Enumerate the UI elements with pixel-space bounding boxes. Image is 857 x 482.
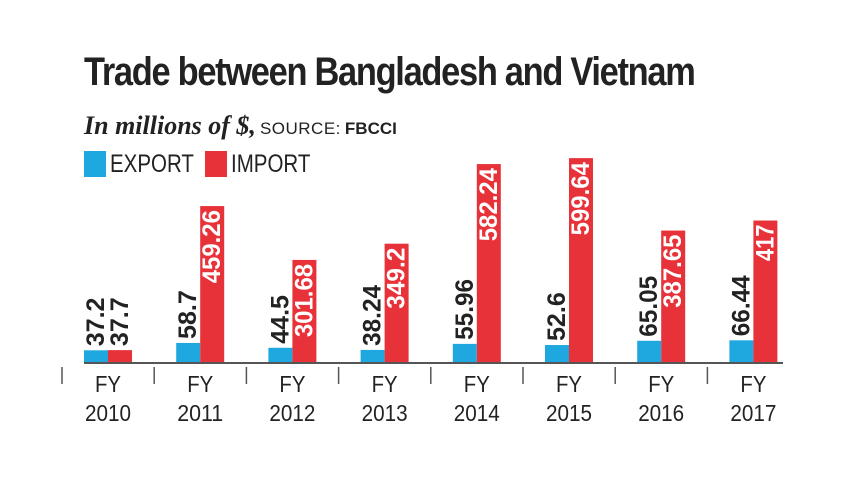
import-bar-6 [661, 230, 686, 363]
import-value-label-0: 37.7 [106, 297, 134, 346]
export-bar-1 [176, 342, 201, 363]
export-bar-0 [84, 350, 108, 363]
legend-import: IMPORT [205, 149, 328, 178]
category-label-5-line1: FY [556, 371, 582, 397]
import-value-label-1: 459.26 [198, 210, 226, 283]
import-value-label-7: 417 [751, 225, 779, 262]
category-label-2-line2: 2012 [269, 400, 315, 426]
export-value-label-3: 38.24 [359, 285, 387, 346]
legend-export: EXPORT [84, 149, 212, 178]
category-label-7-line2: 2017 [730, 400, 776, 426]
import-value-label-2: 301.68 [290, 264, 318, 337]
category-label-4-line2: 2014 [454, 400, 500, 426]
category-label-7-line1: FY [740, 371, 766, 397]
category-label-6-line1: FY [648, 371, 674, 397]
category-label-2-line1: FY [279, 371, 305, 397]
import-bar-1 [200, 206, 225, 363]
import-bar-0 [108, 350, 132, 363]
units-note: In millions of $, [84, 111, 256, 140]
chart-title: Trade between Bangladesh and Vietnam [84, 50, 696, 94]
import-bar-4 [476, 164, 501, 363]
export-value-label-0: 37.2 [82, 297, 110, 346]
import-bar-5 [569, 158, 593, 363]
import-bar-2 [292, 259, 317, 363]
export-value-label-5: 52.6 [543, 292, 571, 341]
export-bar-5 [545, 345, 569, 363]
source-label: SOURCE: [259, 119, 341, 138]
import-value-label-3: 349.2 [383, 248, 411, 309]
legend-import-swatch [205, 151, 227, 177]
category-label-3-line1: FY [372, 371, 398, 397]
import-value-label-4: 582.24 [475, 168, 503, 241]
export-bar-4 [452, 343, 477, 363]
export-bar-3 [360, 349, 385, 363]
export-bar-2 [268, 347, 293, 363]
export-bar-6 [637, 340, 662, 363]
legend-import-label: IMPORT [231, 149, 311, 178]
export-value-label-6: 65.05 [635, 276, 663, 337]
chart-subtitle: In millions of $, SOURCE: FBCCI [84, 111, 397, 141]
category-label-0-line1: FY [95, 371, 121, 397]
category-label-1-line2: 2011 [177, 400, 223, 426]
category-label-4-line1: FY [464, 371, 490, 397]
legend-export-swatch [84, 151, 106, 177]
export-value-label-2: 44.5 [266, 295, 294, 344]
category-label-0-line2: 2010 [85, 400, 131, 426]
import-value-label-5: 599.64 [567, 162, 595, 235]
category-label-6-line2: 2016 [638, 400, 684, 426]
legend-export-label: EXPORT [110, 149, 194, 178]
import-value-label-6: 387.65 [659, 234, 687, 307]
import-bar-7 [753, 220, 778, 363]
import-bar-3 [384, 243, 409, 363]
export-value-label-4: 55.96 [451, 279, 479, 340]
source-name: FBCCI [344, 119, 397, 138]
export-bar-7 [729, 340, 754, 363]
export-value-label-7: 66.44 [727, 275, 755, 336]
category-label-5-line2: 2015 [546, 400, 592, 426]
category-label-3-line2: 2013 [362, 400, 408, 426]
export-value-label-1: 58.7 [174, 290, 202, 339]
category-label-1-line1: FY [187, 371, 213, 397]
